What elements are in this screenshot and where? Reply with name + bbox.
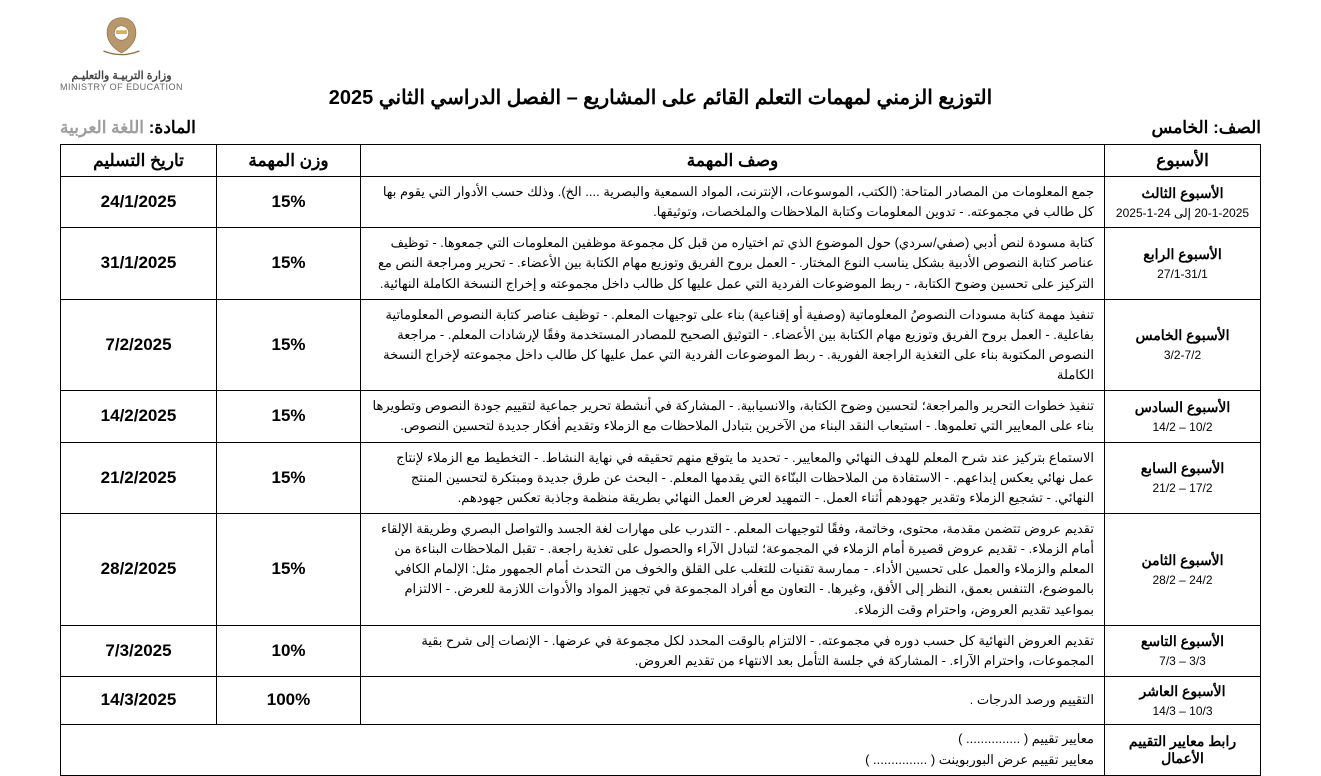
table-row: الأسبوع الثالث20-1-2025 إلى 24-1-2025جمع… <box>61 177 1261 228</box>
week-range: 27/1-31/1 <box>1113 265 1252 283</box>
header-date: تاريخ التسليم <box>61 145 217 177</box>
week-name: الأسبوع الخامس <box>1113 325 1252 346</box>
week-name: الأسبوع العاشر <box>1113 681 1252 702</box>
week-name: الأسبوع السادس <box>1113 397 1252 418</box>
week-name: الأسبوع التاسع <box>1113 631 1252 652</box>
weight-cell: 15% <box>217 228 361 299</box>
footer-line-2: معايير تقييم عرض البوربوينت ( ..........… <box>71 750 1094 771</box>
grade-value: الخامس <box>1152 118 1209 137</box>
date-cell: 14/3/2025 <box>61 676 217 724</box>
table-row: الأسبوع السابع17/2 – 21/2الاستماع بتركيز… <box>61 442 1261 513</box>
header-week: الأسبوع <box>1105 145 1261 177</box>
weight-cell: 100% <box>217 676 361 724</box>
table-header-row: الأسبوع وصف المهمة وزن المهمة تاريخ التس… <box>61 145 1261 177</box>
week-cell: الأسبوع التاسع3/3 – 7/3 <box>1105 625 1261 676</box>
date-cell: 31/1/2025 <box>61 228 217 299</box>
date-cell: 7/2/2025 <box>61 299 217 391</box>
ministry-name-en: MINISTRY OF EDUCATION <box>60 82 183 92</box>
table-row: الأسبوع الرابع27/1-31/1كتابة مسودة لنص أ… <box>61 228 1261 299</box>
week-cell: الأسبوع الثالث20-1-2025 إلى 24-1-2025 <box>1105 177 1261 228</box>
week-range: 3/3 – 7/3 <box>1113 652 1252 670</box>
week-name: الأسبوع الرابع <box>1113 244 1252 265</box>
weight-cell: 15% <box>217 177 361 228</box>
weight-cell: 15% <box>217 513 361 625</box>
description-cell: جمع المعلومات من المصادر المتاحة: (الكتب… <box>361 177 1105 228</box>
week-name: الأسبوع الثامن <box>1113 550 1252 571</box>
description-cell: تقديم عروض تتضمن مقدمة، محتوى، وخاتمة، و… <box>361 513 1105 625</box>
grade-field: الصف: الخامس <box>1152 118 1261 138</box>
subject-label: المادة: <box>149 118 196 137</box>
week-range: 3/2-7/2 <box>1113 346 1252 364</box>
week-cell: الأسبوع الخامس3/2-7/2 <box>1105 299 1261 391</box>
weight-cell: 15% <box>217 442 361 513</box>
weight-cell: 15% <box>217 391 361 442</box>
description-cell: التقييم ورصد الدرجات . <box>361 676 1105 724</box>
week-name: الأسبوع السابع <box>1113 458 1252 479</box>
page-title: التوزيع الزمني لمهمات التعلم القائم على … <box>60 85 1261 110</box>
date-cell: 7/3/2025 <box>61 625 217 676</box>
description-cell: تنفيذ مهمة كتابة مسودات النصوصُ المعلوما… <box>361 299 1105 391</box>
week-cell: الأسبوع الرابع27/1-31/1 <box>1105 228 1261 299</box>
week-range: 24/2 – 28/2 <box>1113 571 1252 589</box>
weight-cell: 10% <box>217 625 361 676</box>
header-desc: وصف المهمة <box>361 145 1105 177</box>
description-cell: تقديم العروض النهائية كل حسب دوره في مجم… <box>361 625 1105 676</box>
week-range: 17/2 – 21/2 <box>1113 479 1252 497</box>
uae-emblem-icon <box>94 15 149 60</box>
date-cell: 28/2/2025 <box>61 513 217 625</box>
table-row: الأسبوع السادس10/2 – 14/2تنفيذ خطوات الت… <box>61 391 1261 442</box>
grade-label: الصف: <box>1213 118 1261 137</box>
description-cell: تنفيذ خطوات التحرير والمراجعة؛ لتحسين وض… <box>361 391 1105 442</box>
header-weight: وزن المهمة <box>217 145 361 177</box>
table-row: الأسبوع العاشر10/3 – 14/3التقييم ورصد ال… <box>61 676 1261 724</box>
description-cell: الاستماع بتركيز عند شرح المعلم للهدف الن… <box>361 442 1105 513</box>
week-cell: الأسبوع السادس10/2 – 14/2 <box>1105 391 1261 442</box>
week-range: 20-1-2025 إلى 24-1-2025 <box>1113 204 1252 222</box>
week-range: 10/3 – 14/3 <box>1113 702 1252 720</box>
date-cell: 21/2/2025 <box>61 442 217 513</box>
footer-line-1: معايير تقييم ( ............... ) <box>71 729 1094 750</box>
title-block: التوزيع الزمني لمهمات التعلم القائم على … <box>60 85 1261 110</box>
schedule-table: الأسبوع وصف المهمة وزن المهمة تاريخ التس… <box>60 144 1261 776</box>
table-row: الأسبوع الثامن24/2 – 28/2تقديم عروض تتضم… <box>61 513 1261 625</box>
meta-row: الصف: الخامس المادة: اللغة العربية <box>60 118 1261 138</box>
table-row: الأسبوع الخامس3/2-7/2تنفيذ مهمة كتابة مس… <box>61 299 1261 391</box>
date-cell: 24/1/2025 <box>61 177 217 228</box>
subject-field: المادة: اللغة العربية <box>60 118 196 138</box>
week-range: 10/2 – 14/2 <box>1113 418 1252 436</box>
ministry-name-ar: وزارة التربيـة والتعليـم <box>60 69 183 82</box>
week-cell: الأسبوع العاشر10/3 – 14/3 <box>1105 676 1261 724</box>
subject-value: اللغة العربية <box>60 118 144 137</box>
weight-cell: 15% <box>217 299 361 391</box>
week-name: الأسبوع الثالث <box>1113 183 1252 204</box>
date-cell: 14/2/2025 <box>61 391 217 442</box>
ministry-logo-block: وزارة التربيـة والتعليـم MINISTRY OF EDU… <box>60 15 183 92</box>
table-row: الأسبوع التاسع3/3 – 7/3تقديم العروض النه… <box>61 625 1261 676</box>
week-cell: الأسبوع السابع17/2 – 21/2 <box>1105 442 1261 513</box>
description-cell: كتابة مسودة لنص أدبي (صفي/سردي) حول المو… <box>361 228 1105 299</box>
week-cell: الأسبوع الثامن24/2 – 28/2 <box>1105 513 1261 625</box>
